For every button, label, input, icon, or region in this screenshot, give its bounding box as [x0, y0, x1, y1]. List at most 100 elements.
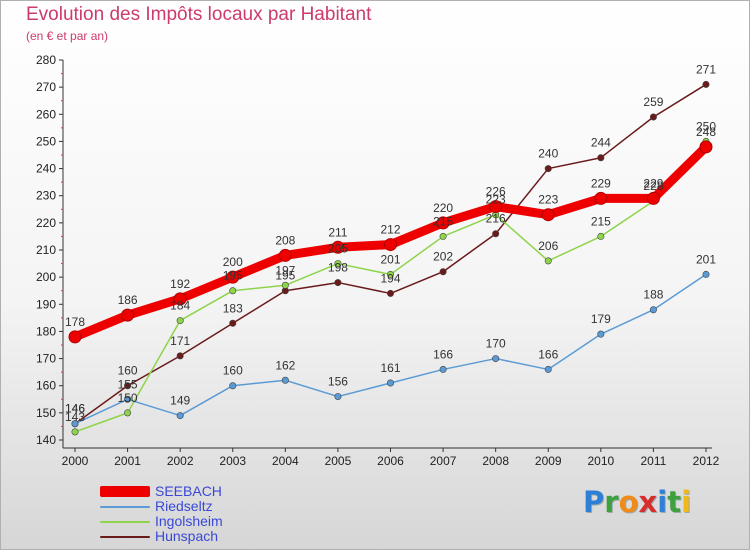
data-point-ingolsheim — [176, 317, 184, 325]
data-point-seebach — [331, 240, 345, 254]
legend-item-riedseltz: Riedseltz — [100, 498, 213, 514]
data-label-ingolsheim: 150 — [118, 391, 138, 405]
legend-item-hunspach: Hunspach — [100, 528, 218, 544]
data-point-hunspach — [439, 268, 447, 276]
data-point-seebach — [699, 140, 713, 154]
x-tick-label: 2003 — [219, 454, 246, 468]
legend-label: Hunspach — [155, 528, 219, 544]
data-point-hunspach — [702, 80, 710, 88]
x-tick-label: 2012 — [693, 454, 720, 468]
data-point-ingolsheim — [71, 428, 79, 436]
data-label-seebach: 223 — [538, 193, 558, 207]
data-label-ingolsheim: 206 — [538, 239, 558, 253]
data-label-riedseltz: 160 — [223, 364, 243, 378]
data-point-riedseltz — [439, 365, 447, 373]
data-label-ingolsheim: 228 — [643, 179, 663, 193]
data-label-seebach: 248 — [696, 125, 716, 139]
x-tick-label: 2002 — [167, 454, 194, 468]
data-label-riedseltz: 156 — [328, 375, 348, 389]
x-tick-label: 2004 — [272, 454, 299, 468]
data-label-riedseltz: 166 — [538, 347, 558, 361]
data-label-hunspach: 216 — [486, 212, 506, 226]
data-label-ingolsheim: 184 — [170, 299, 190, 313]
data-point-ingolsheim — [386, 270, 394, 278]
data-point-ingolsheim — [124, 409, 132, 417]
data-label-seebach: 186 — [118, 293, 138, 307]
data-point-riedseltz — [386, 379, 394, 387]
data-label-hunspach: 160 — [118, 364, 138, 378]
data-label-ingolsheim: 205 — [328, 242, 348, 256]
data-point-hunspach — [649, 113, 657, 121]
data-label-seebach: 226 — [486, 185, 506, 199]
logo-letter: P — [583, 485, 605, 519]
data-label-seebach: 200 — [223, 255, 243, 269]
data-label-riedseltz: 170 — [486, 337, 506, 351]
data-point-riedseltz — [544, 365, 552, 373]
data-point-hunspach — [176, 352, 184, 360]
legend-swatch — [100, 486, 150, 497]
data-label-seebach: 192 — [170, 277, 190, 291]
logo-letter: t — [667, 485, 682, 519]
data-label-ingolsheim: 201 — [380, 252, 400, 266]
legend-label: Riedseltz — [155, 498, 213, 514]
data-label-hunspach: 202 — [433, 250, 453, 264]
legend-swatch — [100, 535, 150, 538]
legend-item-ingolsheim: Ingolsheim — [100, 513, 223, 529]
data-point-riedseltz — [176, 412, 184, 420]
y-tick-label: 180 — [36, 324, 56, 338]
data-point-seebach — [384, 238, 397, 252]
data-label-hunspach: 194 — [380, 271, 400, 285]
data-label-ingolsheim: 143 — [65, 410, 85, 424]
data-point-riedseltz — [229, 382, 237, 390]
data-point-seebach — [278, 248, 292, 262]
y-tick-label: 200 — [36, 270, 56, 284]
y-tick-label: 240 — [36, 162, 56, 176]
y-tick-label: 220 — [36, 216, 56, 230]
legend-item-seebach: SEEBACH — [100, 483, 222, 499]
x-tick-label: 2000 — [62, 454, 89, 468]
y-tick-label: 250 — [36, 134, 56, 148]
data-point-seebach — [594, 191, 608, 205]
y-tick-label: 140 — [36, 433, 56, 447]
data-point-seebach — [173, 292, 187, 306]
legend-label: Ingolsheim — [155, 513, 223, 529]
y-tick-label: 150 — [36, 406, 56, 420]
data-label-hunspach: 183 — [223, 301, 243, 315]
chart-title: Evolution des Impôts locaux par Habitant — [26, 4, 372, 25]
data-point-riedseltz — [124, 395, 132, 403]
x-tick-label: 2006 — [377, 454, 404, 468]
data-label-hunspach: 146 — [65, 402, 85, 416]
data-point-riedseltz — [281, 376, 289, 384]
data-label-seebach: 178 — [65, 315, 85, 329]
data-label-hunspach: 198 — [328, 261, 348, 275]
legend-label: SEEBACH — [155, 483, 222, 499]
logo-letter: x — [638, 485, 658, 519]
data-label-ingolsheim: 250 — [696, 119, 716, 133]
data-point-hunspach — [334, 279, 342, 287]
data-point-seebach — [541, 208, 555, 222]
data-point-ingolsheim — [597, 232, 605, 240]
data-label-hunspach: 240 — [538, 147, 558, 161]
data-point-hunspach — [386, 289, 394, 297]
chart-legend: SEEBACH Riedseltz Ingolsheim Hunspach — [100, 483, 223, 544]
data-label-hunspach: 195 — [275, 269, 295, 283]
data-point-seebach — [436, 216, 450, 230]
legend-swatch — [100, 505, 150, 508]
data-label-hunspach: 244 — [591, 136, 611, 150]
data-point-seebach — [68, 330, 82, 344]
data-point-hunspach — [124, 382, 132, 390]
x-tick-label: 2007 — [430, 454, 457, 468]
data-label-seebach: 229 — [591, 176, 611, 190]
data-point-hunspach — [597, 154, 605, 162]
data-label-ingolsheim: 197 — [275, 263, 295, 277]
data-label-seebach: 208 — [275, 233, 295, 247]
data-point-riedseltz — [702, 270, 710, 278]
logo-letter: r — [604, 485, 619, 519]
data-label-seebach: 229 — [643, 176, 663, 190]
data-point-ingolsheim — [229, 287, 237, 295]
x-tick-label: 2011 — [641, 454, 667, 468]
data-label-ingolsheim: 223 — [486, 193, 506, 207]
data-label-ingolsheim: 215 — [433, 214, 453, 228]
